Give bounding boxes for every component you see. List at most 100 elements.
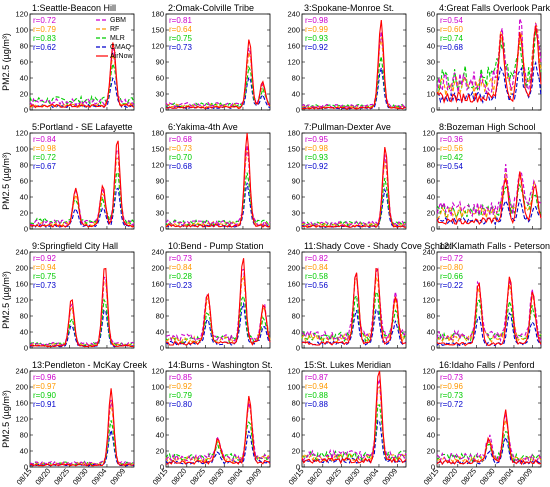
r-label: r=0.22 xyxy=(440,281,463,290)
y-tick-label: 0 xyxy=(296,106,300,115)
y-tick-label: 0 xyxy=(24,225,28,234)
x-tick-label: 09/04 xyxy=(90,467,109,487)
y-tick-label: 200 xyxy=(15,383,28,392)
y-tick-label: 80 xyxy=(20,312,28,321)
r-label: r=0.82 xyxy=(305,254,328,263)
panel-title: 10:Bend - Pump Station xyxy=(168,241,264,251)
y-tick-label: 40 xyxy=(292,431,300,440)
panel-title: 13:Pendleton - McKay Creek xyxy=(32,360,148,370)
y-tick-label: 80 xyxy=(20,42,28,51)
y-tick-label: 40 xyxy=(427,42,435,51)
r-label: r=0.90 xyxy=(33,391,56,400)
r-label: r=0.72 xyxy=(440,254,463,263)
y-tick-label: 150 xyxy=(287,145,300,154)
y-tick-label: 60 xyxy=(292,415,300,424)
y-tick-label: 240 xyxy=(287,10,300,19)
y-tick-label: 80 xyxy=(20,161,28,170)
panel-title: 1:Seattle-Beacon Hill xyxy=(32,3,116,13)
y-tick-label: 120 xyxy=(287,161,300,170)
y-tick-label: 20 xyxy=(427,209,435,218)
y-tick-label: 120 xyxy=(151,42,164,51)
panel-title: 11:Shady Cove - Shady Cove School xyxy=(304,241,452,251)
y-tick-label: 40 xyxy=(20,447,28,456)
r-label: r=0.58 xyxy=(305,272,328,281)
series-line-mlr xyxy=(29,171,135,225)
r-label: r=0.73 xyxy=(169,144,192,153)
y-tick-label: 120 xyxy=(151,296,164,305)
series-line-airnow xyxy=(436,171,542,226)
y-tick-label: 60 xyxy=(156,74,164,83)
r-label: r=0.93 xyxy=(305,34,328,43)
y-tick-label: 40 xyxy=(292,328,300,337)
y-tick-label: 240 xyxy=(151,248,164,257)
panel-title: 4:Great Falls Overlook Park xyxy=(439,3,550,13)
r-label: r=0.36 xyxy=(440,135,463,144)
y-tick-label: 40 xyxy=(292,90,300,99)
y-tick-label: 180 xyxy=(151,10,164,19)
y-axis-label: PM2.5 (µg/m³) xyxy=(1,33,11,91)
y-tick-label: 200 xyxy=(287,26,300,35)
x-tick-label: 08/20 xyxy=(169,467,188,487)
y-tick-label: 80 xyxy=(427,312,435,321)
y-tick-label: 20 xyxy=(427,447,435,456)
panel-title: 3:Spokane-Monroe St. xyxy=(304,3,394,13)
series-line-mlr xyxy=(30,420,135,466)
panel-title: 2:Omak-Colville Tribe xyxy=(168,3,254,13)
r-label: r=0.42 xyxy=(440,153,463,162)
y-tick-label: 80 xyxy=(427,161,435,170)
r-label: r=0.64 xyxy=(169,25,192,34)
y-tick-label: 0 xyxy=(160,344,164,353)
panel-11: 11:Shady Cove - Shady Cove School 0 40 80 12… xyxy=(287,241,451,353)
y-tick-label: 160 xyxy=(287,280,300,289)
y-axis-label: PM2.5 (µg/m³) xyxy=(1,271,11,329)
y-tick-label: 80 xyxy=(20,431,28,440)
r-label: r=0.67 xyxy=(33,162,56,171)
r-label: r=0.81 xyxy=(169,16,192,25)
series-line-cmaq xyxy=(301,67,407,110)
r-label: r=0.92 xyxy=(305,43,328,52)
panel-10: 10:Bend - Pump Station 0 40 80 120 160 200 240 r… xyxy=(151,241,271,353)
panel-12: 12:Klamath Falls - Peterson School 0 40 80 1… xyxy=(422,241,550,353)
y-tick-label: 0 xyxy=(24,344,28,353)
x-tick-label: 09/09 xyxy=(108,467,127,487)
r-label: r=0.56 xyxy=(305,281,328,290)
series-line-mlr xyxy=(301,56,407,109)
series-line-rf xyxy=(436,21,542,96)
y-tick-label: 160 xyxy=(151,280,164,289)
y-tick-label: 80 xyxy=(292,74,300,83)
panel-3: 3:Spokane-Monroe St. 0 40 80 120 160 200 240 r=0… xyxy=(287,3,407,115)
x-tick-label: 08/15 xyxy=(151,467,170,487)
y-tick-label: 120 xyxy=(287,58,300,67)
series-line-gbm xyxy=(29,148,135,226)
r-label: r=0.84 xyxy=(169,263,192,272)
x-tick-label: 08/30 xyxy=(71,467,90,487)
r-label: r=0.92 xyxy=(305,162,328,171)
y-tick-label: 100 xyxy=(422,383,435,392)
y-tick-label: 40 xyxy=(156,328,164,337)
y-tick-label: 20 xyxy=(20,90,28,99)
r-label: r=0.96 xyxy=(33,373,56,382)
y-tick-label: 160 xyxy=(15,399,28,408)
r-label: r=0.98 xyxy=(305,144,328,153)
series-line-airnow xyxy=(301,20,407,110)
series-line-airnow xyxy=(165,395,271,465)
r-label: r=0.66 xyxy=(440,272,463,281)
r-label: r=0.56 xyxy=(440,144,463,153)
series-line-mlr xyxy=(165,65,271,108)
y-tick-label: 120 xyxy=(422,296,435,305)
r-label: r=0.73 xyxy=(169,254,192,263)
y-tick-label: 100 xyxy=(287,383,300,392)
series-line-cmaq xyxy=(436,60,542,105)
series-line-gbm xyxy=(301,379,407,461)
y-tick-label: 40 xyxy=(427,431,435,440)
y-tick-label: 60 xyxy=(156,415,164,424)
series-line-airnow xyxy=(29,388,135,467)
y-tick-label: 120 xyxy=(422,367,435,376)
y-tick-label: 240 xyxy=(422,248,435,257)
r-label: r=0.72 xyxy=(33,16,56,25)
series-line-rf xyxy=(29,402,135,466)
y-tick-label: 160 xyxy=(287,42,300,51)
x-tick-label: 08/25 xyxy=(459,467,478,487)
series-line-airnow xyxy=(29,267,135,348)
